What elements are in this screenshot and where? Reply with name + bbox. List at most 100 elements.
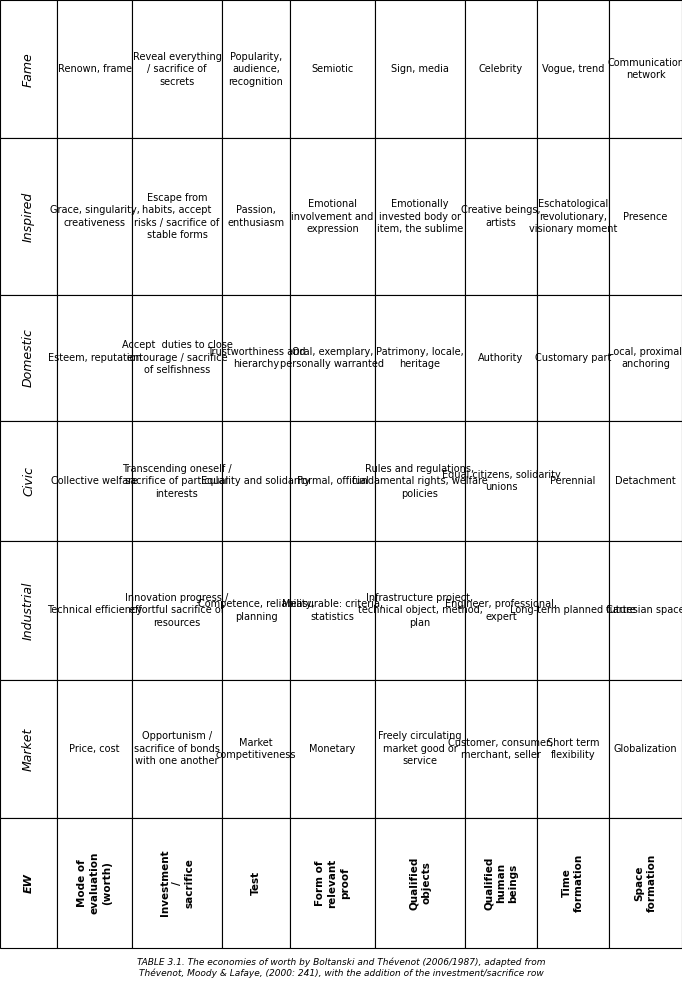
Text: Industrial: Industrial bbox=[22, 581, 35, 640]
Bar bbox=[132, 818, 222, 948]
Bar bbox=[465, 138, 537, 294]
Text: Infrastructure project,
technical object, method,
plan: Infrastructure project, technical object… bbox=[357, 593, 482, 628]
Text: Celebrity: Celebrity bbox=[479, 64, 523, 74]
Bar bbox=[290, 138, 375, 294]
Text: Qualified
human
beings: Qualified human beings bbox=[484, 857, 518, 910]
Text: Short term
flexibility: Short term flexibility bbox=[547, 738, 599, 760]
Bar bbox=[0, 421, 57, 541]
Bar bbox=[609, 818, 682, 948]
Text: Qualified
objects: Qualified objects bbox=[409, 857, 431, 910]
Bar bbox=[465, 541, 537, 680]
Text: Emotional
involvement and
expression: Emotional involvement and expression bbox=[291, 200, 374, 234]
Bar bbox=[465, 421, 537, 541]
Bar bbox=[132, 680, 222, 818]
Text: Long-term planned future: Long-term planned future bbox=[510, 606, 636, 616]
Bar bbox=[57, 421, 132, 541]
Text: Communication
network: Communication network bbox=[607, 58, 682, 80]
Text: Customary part: Customary part bbox=[535, 353, 611, 363]
Bar bbox=[375, 818, 465, 948]
Bar bbox=[222, 680, 290, 818]
Bar bbox=[57, 541, 132, 680]
Bar bbox=[609, 680, 682, 818]
Bar bbox=[537, 294, 609, 421]
Bar bbox=[222, 0, 290, 138]
Text: Engineer, professional,
expert: Engineer, professional, expert bbox=[445, 600, 557, 621]
Bar bbox=[465, 0, 537, 138]
Bar bbox=[537, 421, 609, 541]
Bar bbox=[375, 541, 465, 680]
Text: Cartesian space: Cartesian space bbox=[606, 606, 682, 616]
Bar bbox=[375, 138, 465, 294]
Bar bbox=[57, 138, 132, 294]
Bar bbox=[375, 294, 465, 421]
Text: Sign, media: Sign, media bbox=[391, 64, 449, 74]
Text: Globalization: Globalization bbox=[614, 744, 677, 754]
Text: Monetary: Monetary bbox=[310, 744, 355, 754]
Text: Fame: Fame bbox=[22, 51, 35, 87]
Bar bbox=[609, 0, 682, 138]
Bar bbox=[222, 421, 290, 541]
Text: Civic: Civic bbox=[22, 466, 35, 496]
Bar bbox=[537, 680, 609, 818]
Text: Freely circulating
market good or
service: Freely circulating market good or servic… bbox=[379, 731, 462, 767]
Text: Emotionally
invested body or
item, the sublime: Emotionally invested body or item, the s… bbox=[377, 200, 463, 234]
Bar bbox=[0, 138, 57, 294]
Bar bbox=[0, 294, 57, 421]
Bar bbox=[57, 0, 132, 138]
Bar bbox=[0, 0, 57, 138]
Bar bbox=[465, 818, 537, 948]
Text: Escape from
habits, accept
risks / sacrifice of
stable forms: Escape from habits, accept risks / sacri… bbox=[134, 193, 220, 240]
Bar bbox=[132, 138, 222, 294]
Bar bbox=[222, 294, 290, 421]
Bar bbox=[0, 818, 57, 948]
Text: Creative beings,
artists: Creative beings, artists bbox=[461, 206, 541, 227]
Text: Popularity,
audience,
recognition: Popularity, audience, recognition bbox=[228, 51, 284, 87]
Bar bbox=[465, 294, 537, 421]
Text: Formal, official: Formal, official bbox=[297, 476, 368, 486]
Bar bbox=[132, 541, 222, 680]
Bar bbox=[609, 138, 682, 294]
Text: Transcending oneself /
sacrifice of particular
interests: Transcending oneself / sacrifice of part… bbox=[122, 463, 232, 499]
Text: Investment
/
sacrifice: Investment / sacrifice bbox=[160, 850, 194, 916]
Text: Inspired: Inspired bbox=[22, 192, 35, 242]
Bar bbox=[222, 818, 290, 948]
Text: Trustworthiness and
hierarchy: Trustworthiness and hierarchy bbox=[207, 347, 306, 370]
Bar bbox=[57, 680, 132, 818]
Bar bbox=[57, 294, 132, 421]
Text: Authority: Authority bbox=[478, 353, 524, 363]
Text: Presence: Presence bbox=[623, 211, 668, 221]
Bar bbox=[57, 818, 132, 948]
Bar bbox=[375, 421, 465, 541]
Text: Domestic: Domestic bbox=[22, 328, 35, 387]
Text: Eschatological
revolutionary,
visionary moment: Eschatological revolutionary, visionary … bbox=[529, 200, 617, 234]
Bar bbox=[0, 541, 57, 680]
Bar bbox=[290, 680, 375, 818]
Text: Collective welfare: Collective welfare bbox=[51, 476, 138, 486]
Bar bbox=[290, 294, 375, 421]
Text: Perennial: Perennial bbox=[550, 476, 595, 486]
Text: Passion,
enthusiasm: Passion, enthusiasm bbox=[227, 206, 284, 227]
Text: Competence, reliability,
planning: Competence, reliability, planning bbox=[198, 600, 314, 621]
Text: Equal citizens, solidarity
unions: Equal citizens, solidarity unions bbox=[442, 470, 561, 492]
Bar bbox=[609, 541, 682, 680]
Text: Form of
relevant
proof: Form of relevant proof bbox=[315, 859, 350, 908]
Text: Opportunism /
sacrifice of bonds
with one another: Opportunism / sacrifice of bonds with on… bbox=[134, 731, 220, 767]
Bar bbox=[222, 541, 290, 680]
Bar bbox=[132, 0, 222, 138]
Bar bbox=[537, 541, 609, 680]
Text: Technical efficiency: Technical efficiency bbox=[47, 606, 142, 616]
Bar bbox=[465, 680, 537, 818]
Text: Price, cost: Price, cost bbox=[70, 744, 120, 754]
Bar bbox=[537, 138, 609, 294]
Text: Time
formation: Time formation bbox=[562, 854, 584, 912]
Text: TABLE 3.1. The economies of worth by Boltanski and Thévenot (2006/1987), adapted: TABLE 3.1. The economies of worth by Bol… bbox=[137, 957, 545, 978]
Text: Market
competitiveness: Market competitiveness bbox=[216, 738, 296, 760]
Text: Space
formation: Space formation bbox=[634, 854, 657, 912]
Text: Accept  duties to close
entourage / sacrifice
of selfishness: Accept duties to close entourage / sacri… bbox=[121, 341, 233, 375]
Text: Equality and solidarity: Equality and solidarity bbox=[201, 476, 310, 486]
Text: Oral, exemplary,
personally warranted: Oral, exemplary, personally warranted bbox=[280, 347, 385, 370]
Text: Rules and regulations,
fundamental rights, welfare
policies: Rules and regulations, fundamental right… bbox=[352, 463, 488, 499]
Bar bbox=[222, 138, 290, 294]
Bar bbox=[290, 0, 375, 138]
Text: Grace, singularity,
creativeness: Grace, singularity, creativeness bbox=[50, 206, 139, 227]
